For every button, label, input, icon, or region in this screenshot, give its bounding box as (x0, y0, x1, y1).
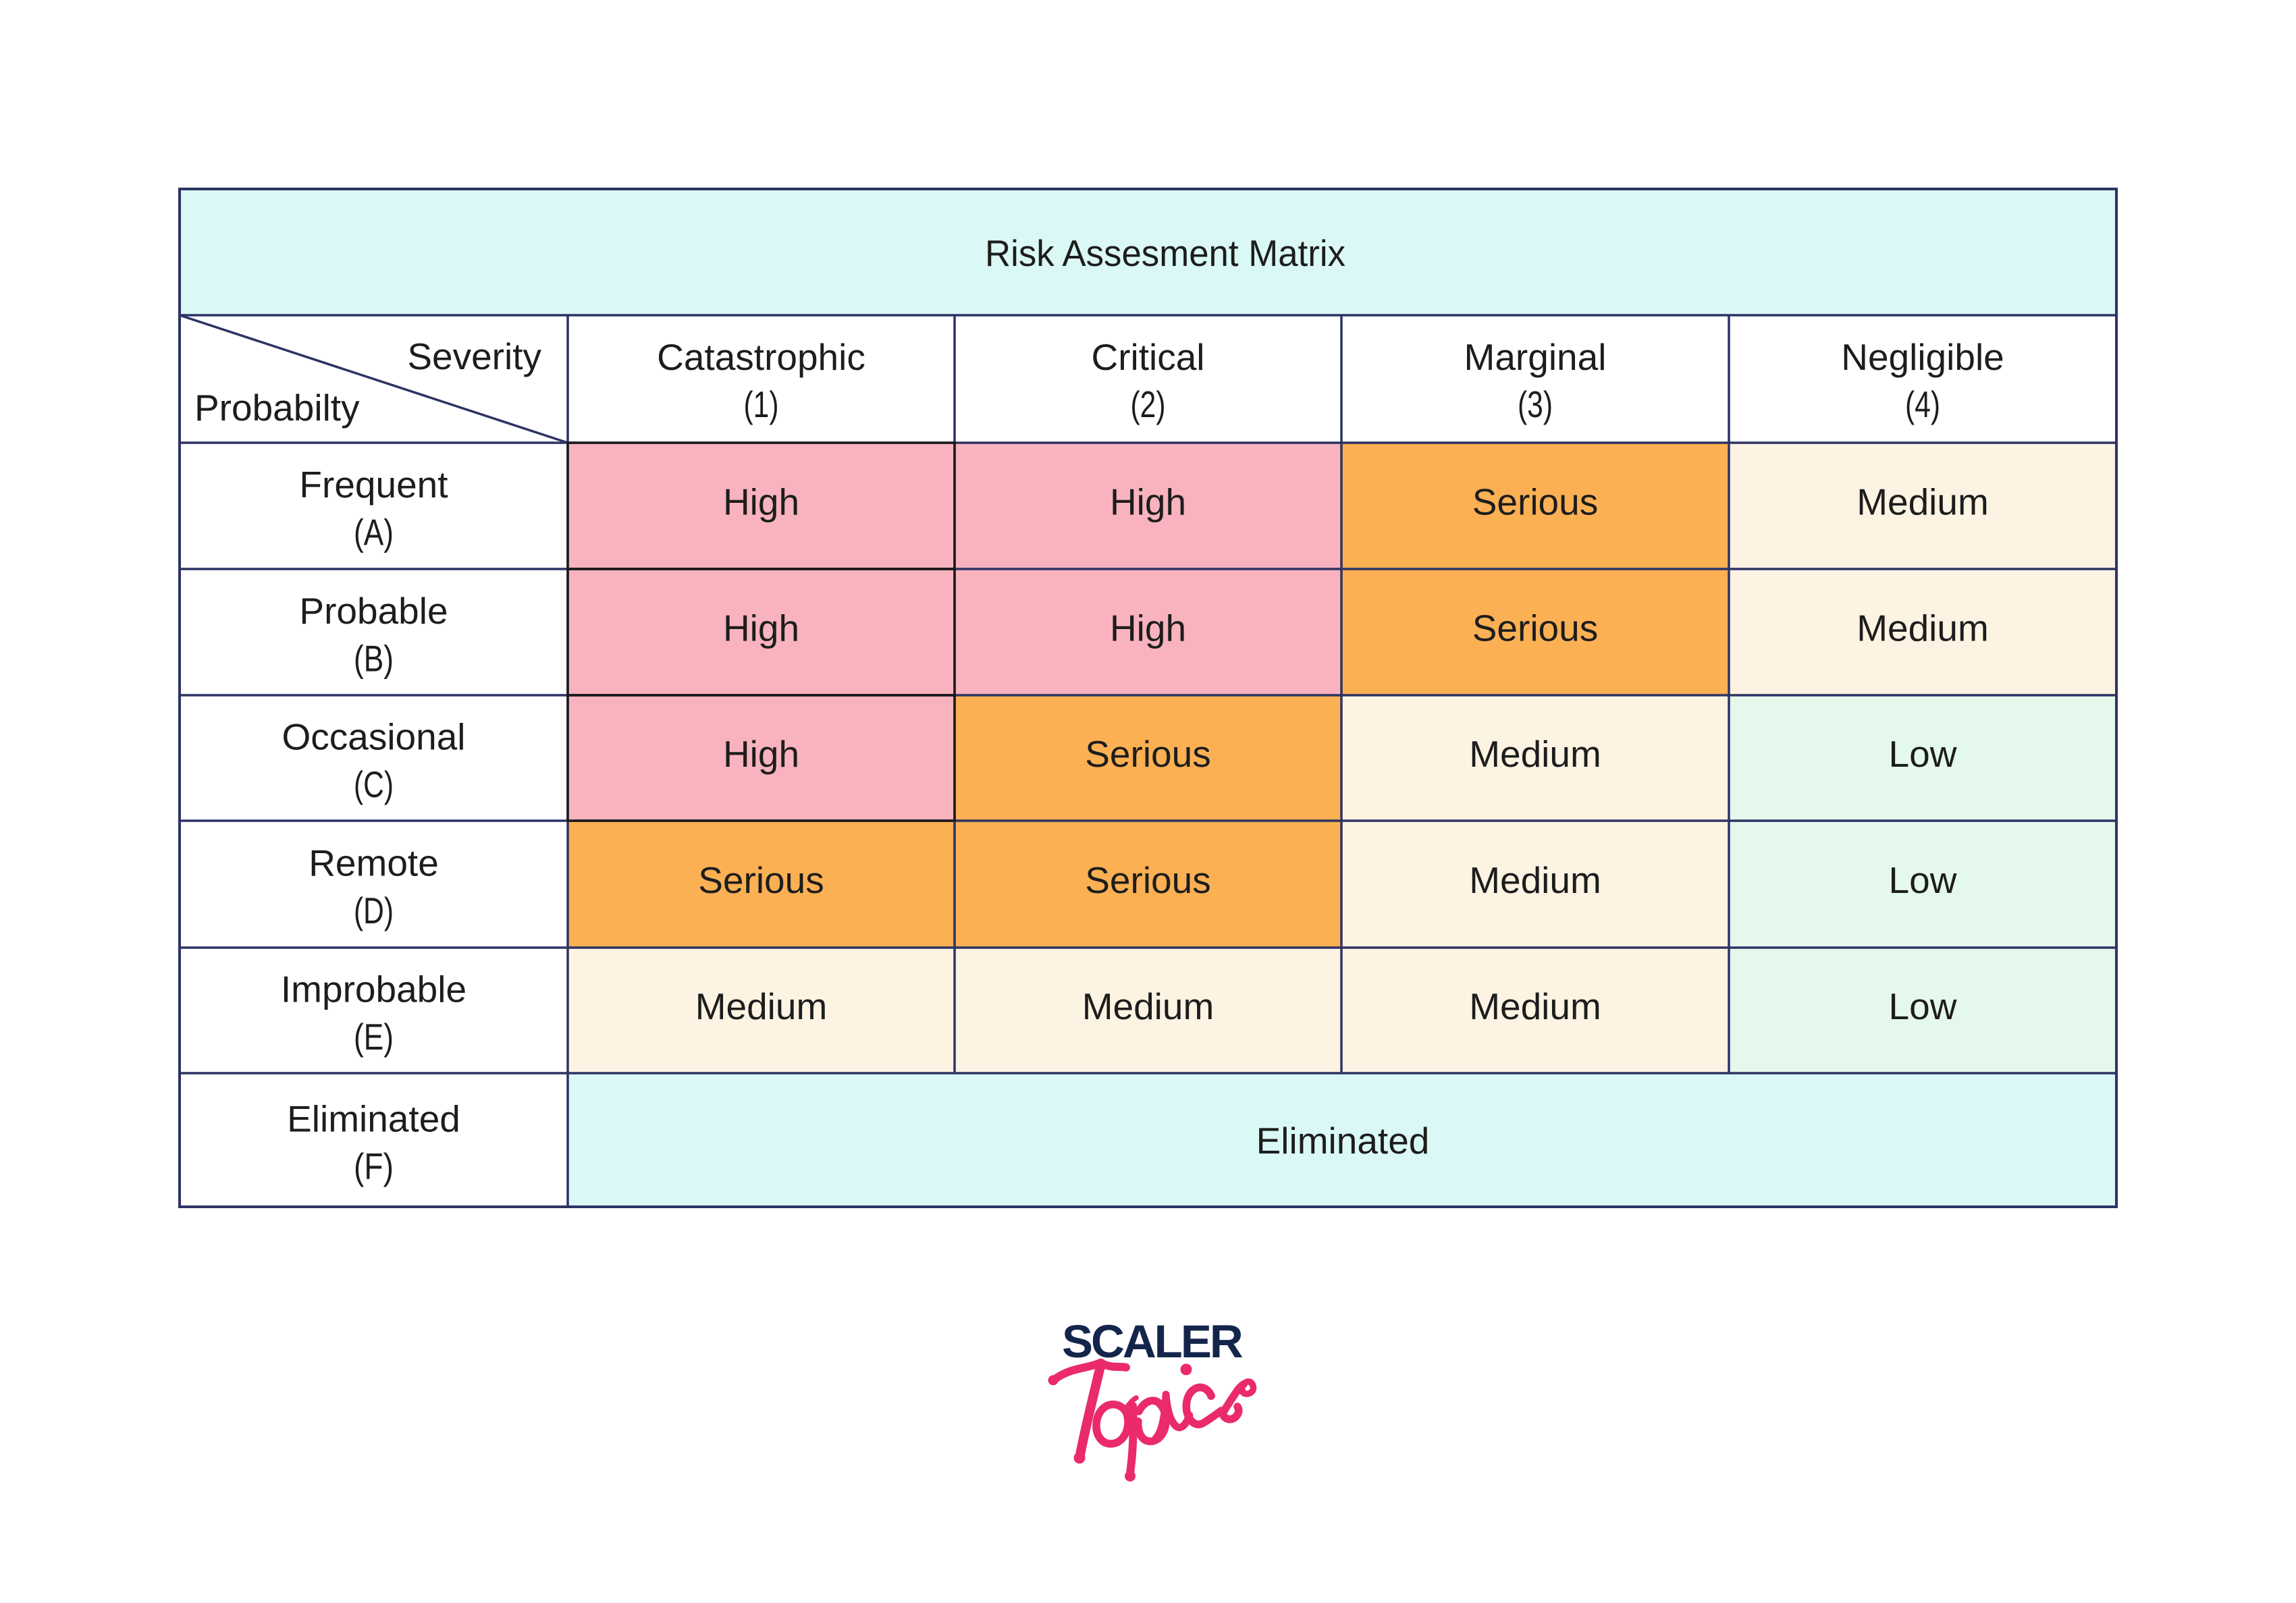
svg-text:(1): (1) (744, 383, 779, 425)
svg-text:High: High (723, 481, 799, 523)
svg-text:Improbable: Improbable (281, 969, 466, 1010)
svg-text:Critical: Critical (1091, 336, 1204, 378)
svg-text:Medium: Medium (1857, 607, 1989, 649)
svg-text:(F): (F) (354, 1145, 394, 1187)
svg-text:Risk Assesment Matrix: Risk Assesment Matrix (985, 232, 1345, 274)
svg-text:Negligible: Negligible (1841, 336, 2004, 378)
svg-text:High: High (1110, 481, 1186, 523)
svg-text:Medium: Medium (695, 985, 828, 1027)
svg-text:Marginal: Marginal (1464, 336, 1607, 378)
svg-text:Medium: Medium (1857, 481, 1989, 523)
svg-text:Frequent: Frequent (299, 464, 448, 506)
svg-text:Medium: Medium (1469, 985, 1601, 1027)
svg-text:(2): (2) (1131, 383, 1166, 425)
svg-text:Medium: Medium (1082, 985, 1214, 1027)
svg-text:Low: Low (1889, 733, 1957, 775)
svg-text:(A): (A) (354, 512, 394, 553)
svg-text:Remote: Remote (309, 842, 439, 884)
svg-text:SCALER: SCALER (1062, 1315, 1243, 1367)
svg-text:(C): (C) (354, 763, 394, 805)
svg-text:High: High (1110, 607, 1186, 649)
svg-text:Occasional: Occasional (282, 716, 465, 758)
svg-text:High: High (723, 733, 799, 775)
svg-text:(D): (D) (354, 890, 394, 931)
svg-text:Eliminated: Eliminated (287, 1098, 460, 1140)
svg-text:(E): (E) (354, 1016, 394, 1058)
svg-text:Low: Low (1889, 985, 1957, 1027)
svg-text:Serious: Serious (698, 859, 824, 901)
svg-text:Eliminated: Eliminated (1256, 1120, 1430, 1162)
svg-text:Catastrophic: Catastrophic (657, 336, 865, 378)
svg-text:Medium: Medium (1469, 859, 1601, 901)
svg-text:Serious: Serious (1085, 733, 1210, 775)
svg-text:Medium: Medium (1469, 733, 1601, 775)
svg-text:Serious: Serious (1085, 859, 1210, 901)
svg-text:(4): (4) (1905, 383, 1940, 425)
svg-text:Low: Low (1889, 859, 1957, 901)
svg-text:(B): (B) (354, 638, 394, 680)
svg-text:Serious: Serious (1472, 481, 1598, 523)
svg-text:High: High (723, 607, 799, 649)
svg-text:Serious: Serious (1472, 607, 1598, 649)
svg-text:Probabilty: Probabilty (194, 387, 360, 429)
svg-text:Severity: Severity (407, 335, 541, 377)
svg-text:Probable: Probable (299, 590, 448, 632)
svg-text:(3): (3) (1518, 383, 1553, 425)
